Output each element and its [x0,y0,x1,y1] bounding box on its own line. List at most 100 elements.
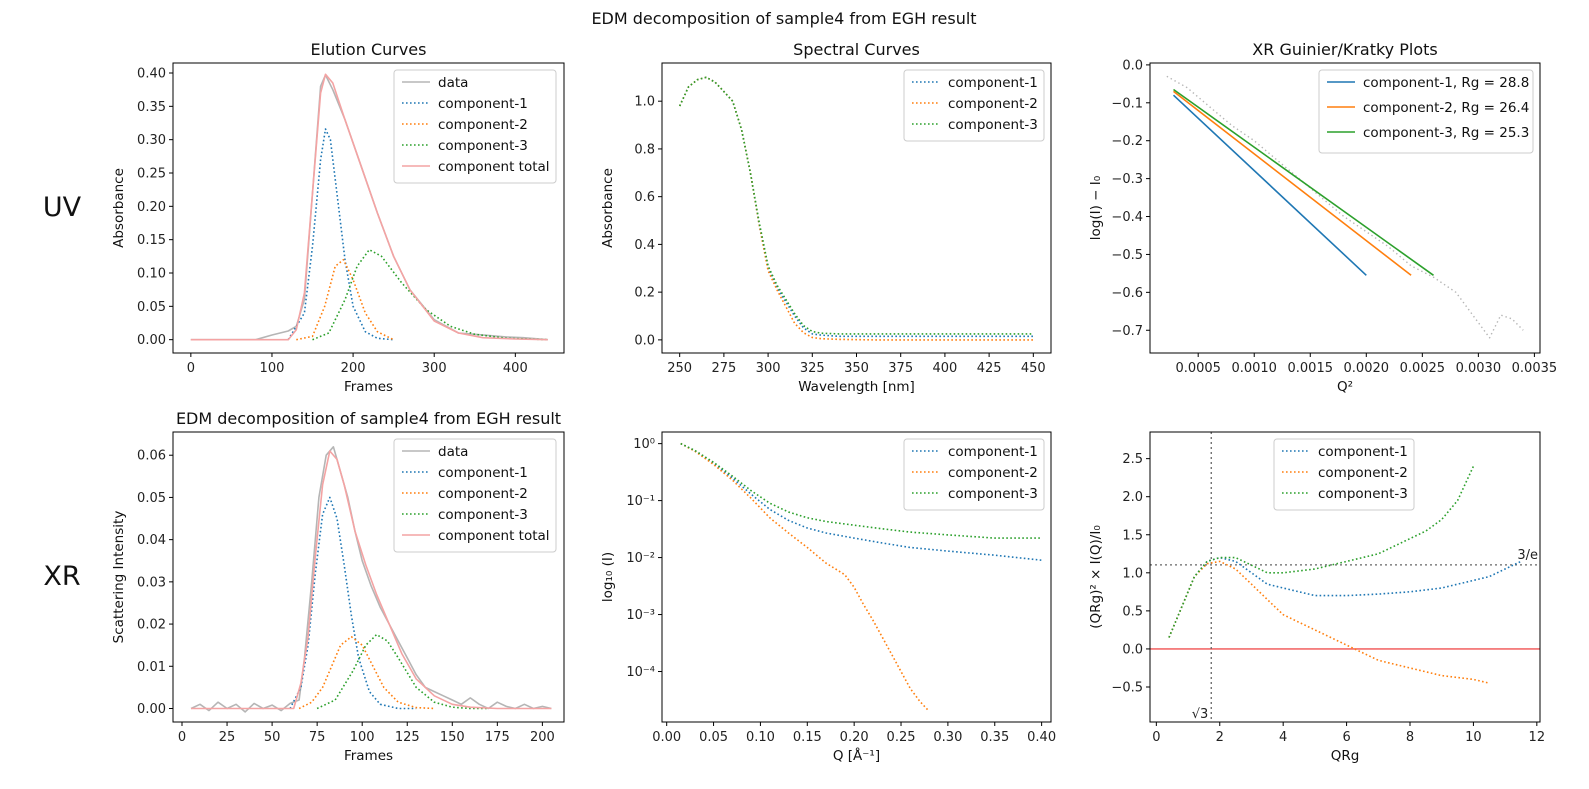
y-tick-label: −0.1 [1111,96,1143,111]
x-tick-label: 400 [503,361,528,376]
panel-title: EDM decomposition of sample4 from EGH re… [176,409,561,428]
legend-entry: component-3 [438,138,528,154]
x-tick-label: 75 [309,730,326,745]
legend-entry: component-3 [1318,486,1408,502]
y-tick-label: −0.3 [1111,172,1143,187]
series-line-component-2-rg-26-4 [1173,90,1412,276]
y-tick-label: −0.5 [1111,248,1143,263]
plot-area [190,445,552,713]
y-tick-label: 10⁻¹ [626,494,655,509]
series-line-component-3 [678,76,1034,335]
legend-entry: component total [438,528,550,544]
x-tick-label: 0.0030 [1456,361,1502,376]
series-line-component-2 [680,442,930,712]
y-tick-label: 0.35 [137,100,166,115]
x-tick-label: 0.25 [887,730,916,745]
x-tick-label: 325 [800,361,825,376]
plot-area [678,76,1034,341]
x-tick-label: 12 [1529,730,1546,745]
y-tick-label: −0.5 [1111,680,1143,695]
x-tick-label: 400 [932,361,957,376]
plot-frame [1149,62,1541,354]
x-tick-label: 125 [395,730,420,745]
x-tick-label: 6 [1342,730,1350,745]
panel-title: Elution Curves [311,40,427,59]
panel-uv-elution: 0 100 200 300 400 0.00 0.05 0.10 0.15 0.20 0.25 0.3… [111,40,565,395]
x-tick-label: 10 [1465,730,1482,745]
plot-area [190,73,548,341]
y-tick-label: 2.5 [1122,452,1143,467]
ref-vline-label: √3 [1192,707,1209,722]
panel-xr-guinier: 0.0005 0.0010 0.0015 0.0020 0.0025 0.0030 0.00… [1088,40,1557,395]
series-line-data [1166,75,1524,339]
x-tick-label: 0.0025 [1400,361,1446,376]
x-tick-label: 100 [260,361,285,376]
series-line-component-1 [289,496,417,710]
legend-box [393,69,557,184]
plot-area [1166,75,1524,339]
x-tick-label: 0.10 [746,730,775,745]
legend-entry: component-2 [438,486,528,502]
legend-box [903,438,1045,511]
y-tick-label: 0.30 [137,133,166,148]
series-line-component-1 [1168,556,1522,638]
row-label-xr: XR [43,561,80,592]
panel-title: XR Guinier/Kratky Plots [1252,40,1437,59]
y-tick-label: −0.4 [1111,210,1143,225]
x-tick-label: 8 [1406,730,1414,745]
legend-entry: component-3 [948,486,1038,502]
y-axis-label: log₁₀ (I) [600,552,616,602]
legend-entry: component-1 [1318,444,1408,460]
x-tick-label: 25 [219,730,236,745]
x-tick-label: 200 [530,730,555,745]
series-line-component-total [191,450,552,710]
series-line-component-3-rg-25-3 [1173,88,1434,276]
y-tick-label: 10⁻³ [626,608,655,623]
legend-entry: component-2 [438,117,528,133]
x-axis-label: Frames [344,379,393,395]
series-line-component-2 [296,258,394,341]
x-tick-label: 350 [844,361,869,376]
y-tick-label: 2.0 [1122,490,1143,505]
y-tick-label: 1.5 [1122,528,1143,543]
x-tick-label: 0.0015 [1288,361,1334,376]
y-tick-label: 0.01 [137,660,166,675]
series-line-component-1 [680,442,1042,561]
series-line-component-1-rg-28-8 [1172,94,1367,276]
series-line-component-total [190,73,548,341]
y-tick-label: 0.04 [137,533,166,548]
x-tick-label: 375 [888,361,913,376]
y-tick-label: 0.06 [137,449,166,464]
x-tick-label: 0.35 [980,730,1009,745]
legend-entry: component total [438,159,550,175]
y-tick-label: 1.0 [1122,566,1143,581]
figure-suptitle: EDM decomposition of sample4 from EGH re… [591,9,976,28]
plot-area [1150,432,1540,722]
series-line-component-3 [680,442,1042,539]
x-tick-label: 0.0035 [1512,361,1558,376]
y-axis-label: Scattering Intensity [111,511,127,644]
legend: component-1 component-2 component-3 [903,438,1045,511]
x-tick-label: 0.40 [1027,730,1056,745]
y-tick-label: 0.2 [634,286,655,301]
legend-box [1318,69,1534,154]
x-tick-label: 275 [711,361,736,376]
y-tick-label: 1.0 [634,95,655,110]
panel-title: Spectral Curves [793,40,920,59]
legend-entry: data [438,444,468,460]
x-tick-label: 0.0020 [1344,361,1390,376]
plot-area [680,442,1042,712]
panels: 0 100 200 300 4000.000.050.100.150.200.250.3… [111,40,1557,764]
x-tick-label: 300 [422,361,447,376]
x-tick-label: 0.15 [793,730,822,745]
legend-entry: data [438,75,468,91]
y-tick-label: 0.10 [137,267,166,282]
y-tick-label: 10⁻² [626,551,655,566]
plot-frame [661,431,1052,723]
series-line-component-3 [312,248,548,341]
x-tick-label: 175 [485,730,510,745]
panel-uv-spectral: 250 275 300 325 350 375 400 425 450 0.0 0.2 0.4 0.6 0… [600,40,1052,395]
y-axis-label: (QRg)² × I(Q)/I₀ [1088,525,1104,629]
panel-xr-kratky: 0 2 4 6 8 10 12 −0.5 0.0 0.5 1.0 1.5 2.0 2.5 3/e √3 QRg (… [1088,431,1546,764]
